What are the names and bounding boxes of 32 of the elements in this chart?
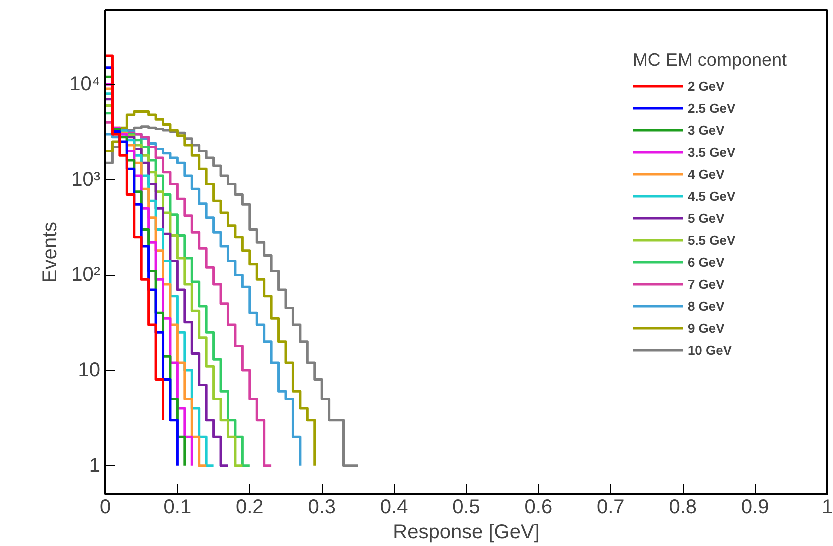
legend-label: 6 GeV	[688, 254, 725, 270]
x-tick-label: 0.7	[597, 496, 625, 518]
legend-label: 2.5 GeV	[688, 100, 736, 116]
legend-title: MC EM component	[632, 50, 787, 71]
x-tick-label: 0.3	[308, 496, 336, 518]
legend-label: 4.5 GeV	[688, 188, 736, 204]
y-tick-label: 10²	[72, 264, 101, 286]
legend-label: 8 GeV	[688, 298, 725, 314]
y-tick-label: 1	[89, 454, 100, 477]
y-tick-label: 10⁴	[70, 74, 101, 96]
legend-label: 5.5 GeV	[688, 232, 736, 248]
x-tick-label: 0.4	[380, 496, 408, 518]
legend-label: 4 GeV	[688, 166, 725, 182]
x-tick-label: 0.2	[236, 496, 264, 518]
legend-label: 10 GeV	[688, 342, 732, 358]
x-tick-label: 0.1	[164, 496, 192, 518]
legend-label: 3.5 GeV	[688, 144, 736, 160]
y-tick-label: 10³	[72, 168, 101, 191]
x-tick-label: 0.6	[524, 496, 553, 518]
x-tick-label: 0.5	[452, 496, 480, 518]
legend-label: 5 GeV	[688, 210, 725, 226]
x-axis-title: Response [GeV]	[393, 522, 540, 544]
legend-label: 3 GeV	[688, 122, 725, 138]
legend-label: 9 GeV	[688, 320, 725, 336]
x-tick-label: 1	[822, 496, 833, 518]
y-axis-title: Events	[40, 222, 62, 284]
x-tick-label: 0.9	[741, 496, 770, 518]
legend-label: 7 GeV	[688, 276, 725, 292]
x-tick-label: 0.8	[669, 496, 698, 518]
y-tick-label: 10	[78, 360, 101, 382]
x-tick-label: 0	[100, 496, 112, 518]
legend-label: 2 GeV	[688, 78, 725, 94]
